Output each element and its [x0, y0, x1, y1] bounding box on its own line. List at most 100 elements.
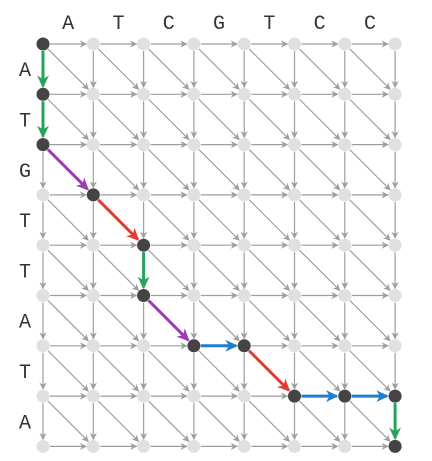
grid-node — [338, 238, 352, 252]
left-sequence-letter: T — [19, 261, 31, 284]
grid-edge-diagonal — [349, 400, 391, 442]
left-sequence-letter: A — [19, 312, 31, 335]
grid-node — [288, 238, 301, 252]
path-edge-diagonal-match — [147, 299, 190, 342]
grid-node — [137, 389, 151, 403]
grid-edge-diagonal — [198, 249, 240, 292]
path-node — [36, 138, 50, 152]
grid-edge-diagonal — [349, 300, 391, 342]
grid-edge-diagonal — [248, 249, 291, 292]
grid-edge-diagonal — [47, 300, 89, 342]
left-sequence-letter: T — [19, 362, 31, 385]
grid-node — [187, 188, 201, 202]
path-node — [288, 389, 301, 403]
grid-edge-diagonal — [97, 300, 140, 342]
grid-node — [137, 339, 151, 353]
grid-edge-diagonal — [349, 149, 391, 191]
grid-node — [338, 138, 352, 152]
grid-edge-diagonal — [299, 350, 341, 392]
path-node — [237, 339, 251, 353]
grid-edge-diagonal — [349, 98, 391, 141]
grid-edge-diagonal — [47, 350, 89, 392]
grid-edge-diagonal — [248, 300, 291, 342]
grid-edge-diagonal — [97, 98, 140, 141]
left-sequence-letter: T — [19, 110, 31, 133]
grid-node — [137, 87, 151, 101]
grid-node — [338, 439, 352, 453]
grid-node — [237, 138, 251, 152]
grid-edge-diagonal — [299, 400, 341, 442]
grid-edge-diagonal — [148, 199, 190, 241]
grid-node — [86, 339, 100, 353]
left-sequence-letter: T — [19, 211, 31, 234]
grid-edge-diagonal — [198, 199, 240, 241]
grid-edge-diagonal — [198, 400, 240, 442]
grid-node — [187, 238, 201, 252]
grid-edge-diagonal — [97, 249, 140, 292]
path-node — [338, 389, 352, 403]
grid-edge-diagonal — [198, 300, 240, 342]
grid-edge-diagonal — [299, 98, 341, 141]
top-sequence-letter: T — [263, 13, 275, 36]
grid-node — [187, 87, 201, 101]
grid-edge-diagonal — [198, 98, 240, 141]
grid-edge-diagonal — [349, 48, 391, 90]
grid-node — [237, 389, 251, 403]
grid-edge-diagonal — [47, 400, 89, 442]
grid-node — [388, 289, 402, 302]
grid-edge-diagonal — [299, 249, 341, 292]
grid-edge-diagonal — [148, 350, 190, 392]
grid-edge-diagonal — [97, 350, 140, 392]
grid-node — [36, 289, 50, 302]
grid-node — [288, 439, 301, 453]
grid-edge-diagonal — [248, 48, 291, 90]
grid-node — [388, 37, 402, 51]
grid-edge-diagonal — [47, 249, 89, 292]
grid-node — [187, 389, 201, 403]
path-node — [388, 439, 402, 453]
top-sequence-letter: C — [163, 13, 175, 36]
grid-node — [86, 389, 100, 403]
grid-edge-diagonal — [299, 149, 341, 191]
grid-node — [237, 37, 251, 51]
grid-node — [86, 138, 100, 152]
grid-node — [137, 138, 151, 152]
grid-node — [338, 87, 352, 101]
grid-node — [36, 389, 50, 403]
grid-edge-diagonal — [248, 98, 291, 141]
grid-node — [86, 238, 100, 252]
path-node — [137, 289, 151, 302]
grid-node — [288, 188, 301, 202]
grid-edge-diagonal — [148, 400, 190, 442]
path-node — [388, 389, 402, 403]
grid-edge-diagonal — [148, 98, 190, 141]
grid-node — [388, 188, 402, 202]
alignment-path-nodes — [36, 37, 402, 453]
grid-edge-diagonal — [198, 149, 240, 191]
path-edge-diagonal-mismatch — [97, 198, 140, 241]
grid-node — [388, 138, 402, 152]
grid-node — [237, 439, 251, 453]
grid-edge-diagonal — [248, 199, 291, 241]
grid-edge-diagonal — [148, 48, 190, 90]
grid-edge-diagonal — [198, 48, 240, 90]
grid-node — [237, 289, 251, 302]
top-sequence-letter: G — [213, 13, 225, 36]
grid-edge-diagonal — [97, 400, 140, 442]
path-edge-diagonal-match — [46, 148, 89, 191]
grid-node — [288, 37, 301, 51]
grid-node — [187, 439, 201, 453]
left-sequence-letter: A — [19, 60, 31, 83]
grid-node — [388, 87, 402, 101]
grid-edge-diagonal — [148, 249, 190, 292]
top-sequence-letter: C — [364, 13, 376, 36]
top-sequence-letter: T — [112, 13, 124, 36]
grid-edge-diagonal — [248, 400, 291, 442]
grid-node — [288, 87, 301, 101]
path-node — [86, 188, 100, 202]
grid-node — [237, 188, 251, 202]
grid-node — [388, 238, 402, 252]
grid-edge-diagonal — [349, 249, 391, 292]
grid-node — [36, 188, 50, 202]
grid-edge-diagonal — [349, 350, 391, 392]
